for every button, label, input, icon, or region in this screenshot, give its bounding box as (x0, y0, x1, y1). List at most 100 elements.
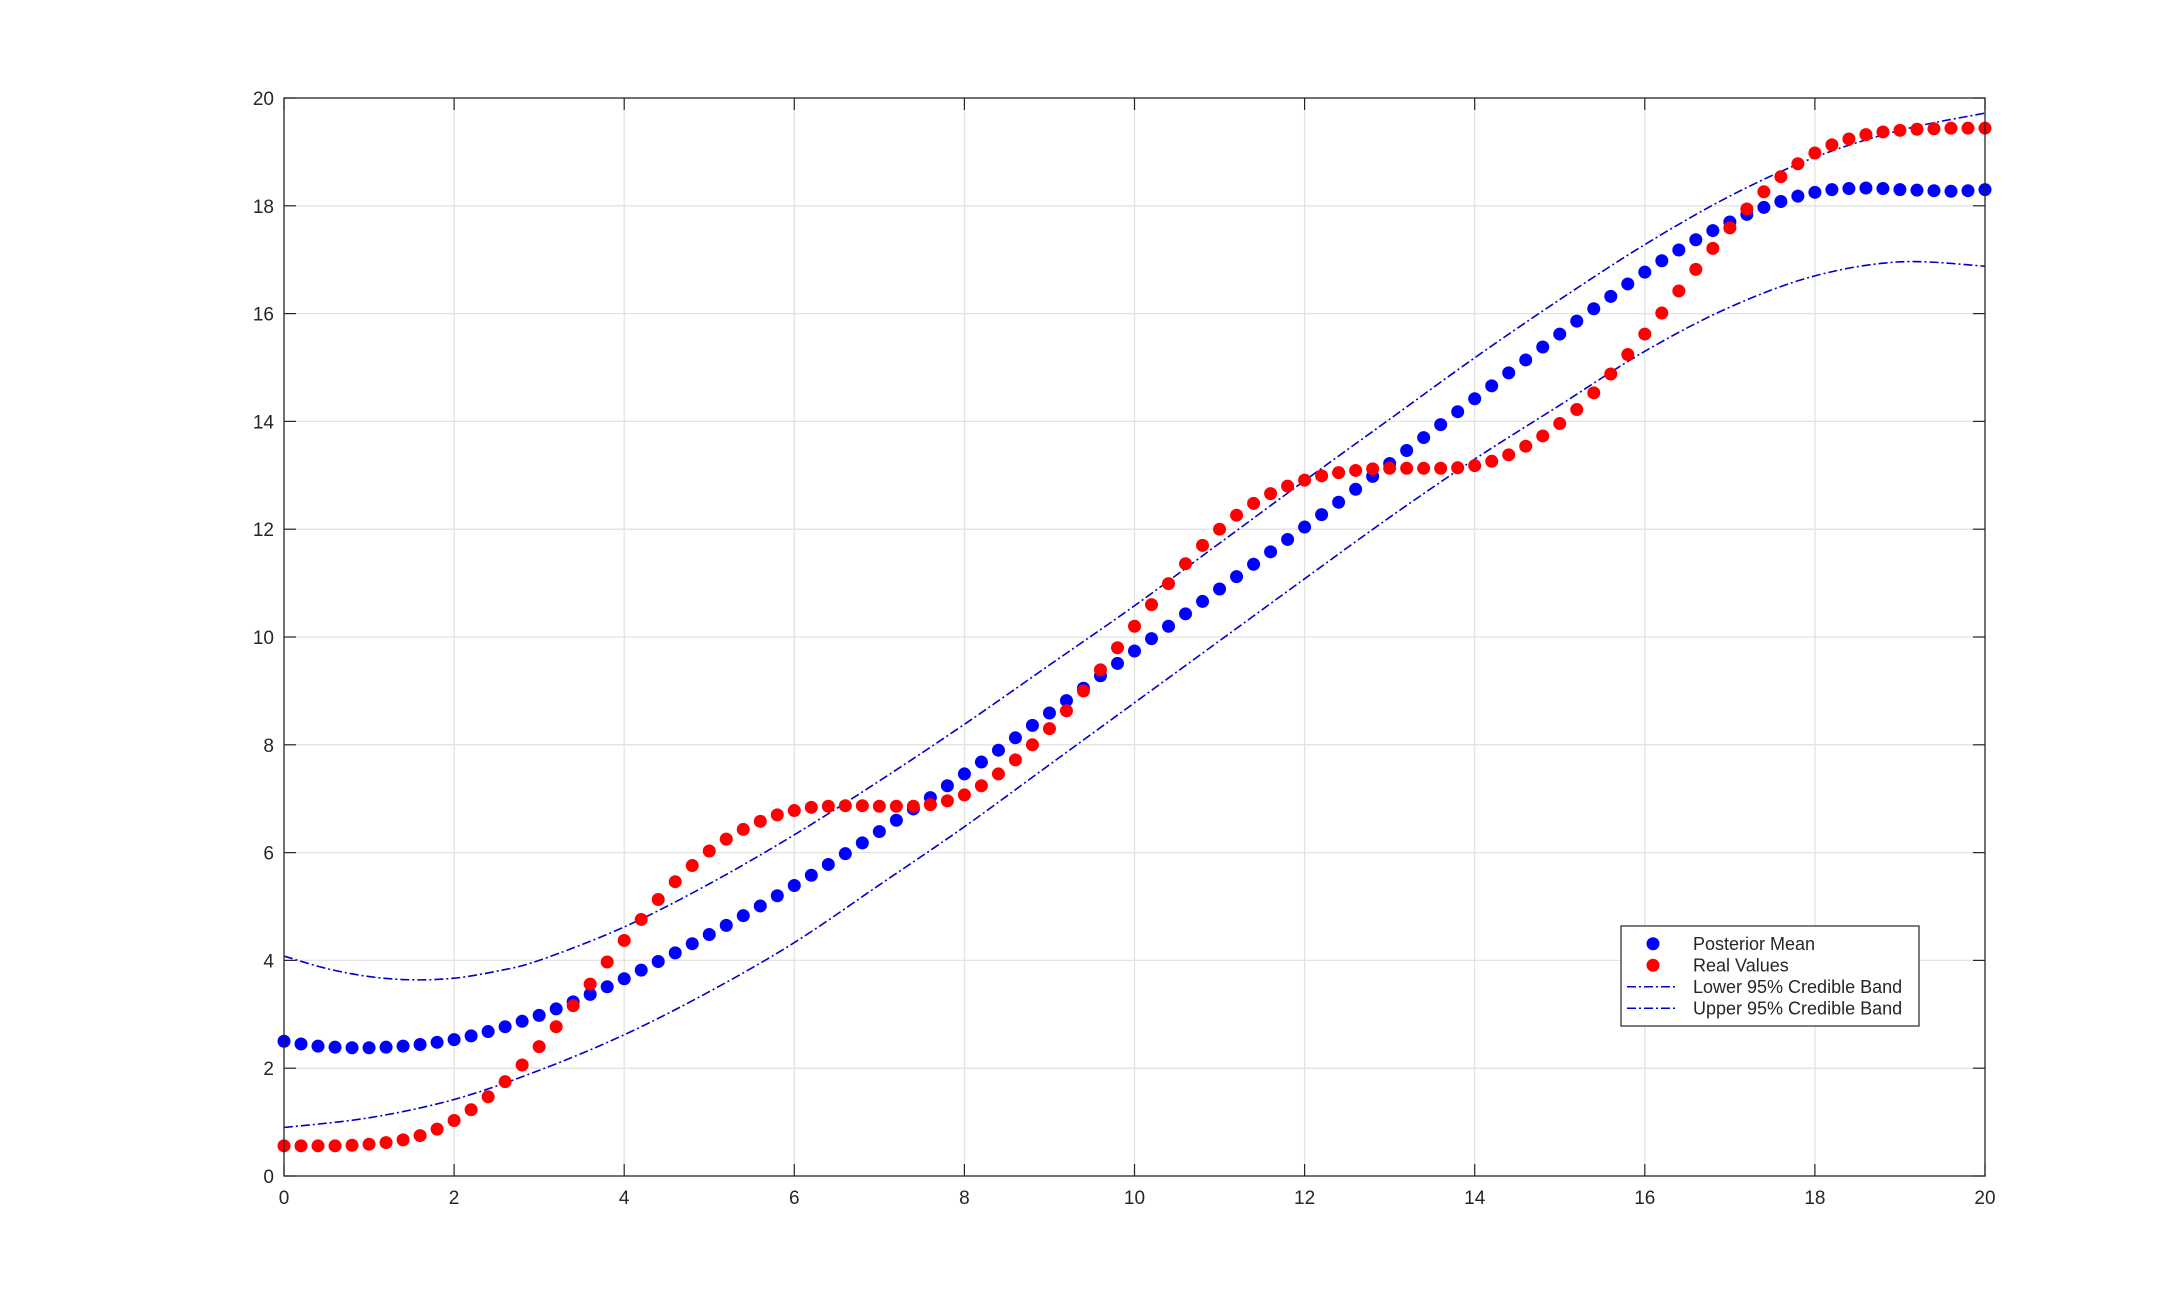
series-1-point-23 (668, 875, 682, 889)
series-0-point-32 (821, 857, 835, 871)
series-0-point-5 (362, 1041, 376, 1055)
series-0-point-51 (1145, 632, 1159, 646)
series-1-point-75 (1553, 417, 1567, 431)
series-0-point-23 (668, 946, 682, 960)
x-tick-label: 6 (789, 1188, 800, 1209)
series-1-point-84 (1706, 241, 1720, 255)
series-0-point-74 (1536, 340, 1550, 354)
x-tick-label: 20 (1974, 1188, 1995, 1209)
series-1-point-33 (838, 799, 852, 813)
series-1-point-76 (1570, 403, 1584, 417)
series-0-point-1 (294, 1037, 308, 1051)
series-0-point-35 (872, 825, 886, 839)
series-1-point-13 (498, 1075, 512, 1089)
series-0-point-49 (1110, 656, 1124, 670)
series-0-point-27 (736, 909, 750, 923)
series-0-point-75 (1553, 327, 1567, 341)
series-1-point-99 (1961, 121, 1975, 135)
series-1-point-90 (1808, 146, 1822, 160)
legend-swatch-0 (1646, 937, 1660, 951)
series-0-point-34 (855, 836, 869, 850)
series-1-point-98 (1944, 121, 1958, 135)
series-0-point-43 (1008, 731, 1022, 745)
series-1-point-96 (1910, 122, 1924, 136)
series-0-point-97 (1927, 184, 1941, 198)
series-0-point-16 (549, 1002, 563, 1016)
series-1-point-93 (1859, 128, 1873, 142)
series-0-point-56 (1230, 570, 1244, 584)
series-1-point-58 (1264, 487, 1278, 501)
series-1-point-73 (1519, 439, 1533, 453)
x-tick-label: 18 (1804, 1188, 1825, 1209)
series-1-point-16 (549, 1020, 563, 1034)
series-1-point-32 (821, 799, 835, 813)
series-1-point-17 (566, 999, 580, 1013)
series-0-point-88 (1774, 194, 1788, 208)
series-1-point-11 (464, 1103, 478, 1117)
series-0-point-62 (1332, 495, 1346, 509)
series-1-point-88 (1774, 170, 1788, 184)
series-1-point-89 (1791, 157, 1805, 171)
series-1-point-78 (1604, 367, 1618, 381)
series-0-point-26 (719, 918, 733, 932)
series-0-point-25 (702, 928, 716, 942)
series-1-point-92 (1842, 132, 1856, 146)
series-1-point-38 (923, 798, 937, 812)
x-tick-label: 4 (619, 1188, 630, 1209)
legend-label: Lower 95% Credible Band (1693, 977, 1902, 997)
markers (277, 121, 1992, 1153)
series-0-point-10 (447, 1033, 461, 1047)
series-0-point-20 (617, 972, 631, 986)
series-1-point-64 (1366, 462, 1380, 476)
x-tick-label: 16 (1634, 1188, 1655, 1209)
series-1-point-6 (379, 1136, 393, 1150)
series-1-point-26 (719, 832, 733, 846)
series-0-point-71 (1485, 379, 1499, 393)
series-1-point-3 (328, 1139, 342, 1153)
series-1-point-60 (1298, 473, 1312, 487)
series-0-point-45 (1042, 706, 1056, 720)
series-0-point-70 (1468, 392, 1482, 406)
grid (284, 98, 1985, 1176)
series-0-point-22 (651, 954, 665, 968)
series-0-point-72 (1502, 366, 1516, 380)
series-1-point-53 (1179, 557, 1193, 571)
series-0-point-14 (515, 1014, 529, 1028)
legend-box (1620, 925, 1920, 1027)
series-0-point-39 (940, 779, 954, 793)
series-1-point-43 (1008, 753, 1022, 767)
series-0-point-87 (1757, 200, 1771, 214)
series-0-point-40 (957, 767, 971, 781)
series-1-point-25 (702, 844, 716, 858)
series-1-point-85 (1723, 221, 1737, 235)
series-1-point-46 (1059, 704, 1073, 718)
y-tick-label: 12 (253, 520, 274, 541)
series-1-point-87 (1757, 185, 1771, 199)
series-0-point-67 (1417, 431, 1431, 445)
series-0-point-7 (396, 1039, 410, 1053)
series-0-point-89 (1791, 189, 1805, 203)
series-1-point-8 (413, 1129, 427, 1143)
series-1-point-44 (1025, 738, 1039, 752)
series-0-point-76 (1570, 314, 1584, 328)
series-0-point-6 (379, 1040, 393, 1054)
series-1-point-35 (872, 799, 886, 813)
series-1-point-31 (804, 800, 818, 814)
series-0-point-58 (1264, 545, 1278, 559)
series-1-point-52 (1162, 577, 1176, 591)
series-1-point-2 (311, 1139, 325, 1153)
series-0-point-36 (889, 813, 903, 827)
series-1-point-15 (532, 1040, 546, 1054)
series-0-point-69 (1451, 405, 1465, 419)
series-0-point-57 (1247, 557, 1261, 571)
series-1-point-91 (1825, 138, 1839, 152)
series-1-point-22 (651, 892, 665, 906)
series-1-point-29 (770, 808, 784, 822)
legend-label: Posterior Mean (1693, 934, 1815, 954)
series-1-point-1 (294, 1139, 308, 1153)
series-1-point-42 (991, 767, 1005, 781)
series-1-point-86 (1740, 202, 1754, 216)
series-0-point-93 (1859, 181, 1873, 195)
series-1-point-66 (1400, 461, 1414, 475)
series-0-point-33 (838, 847, 852, 861)
